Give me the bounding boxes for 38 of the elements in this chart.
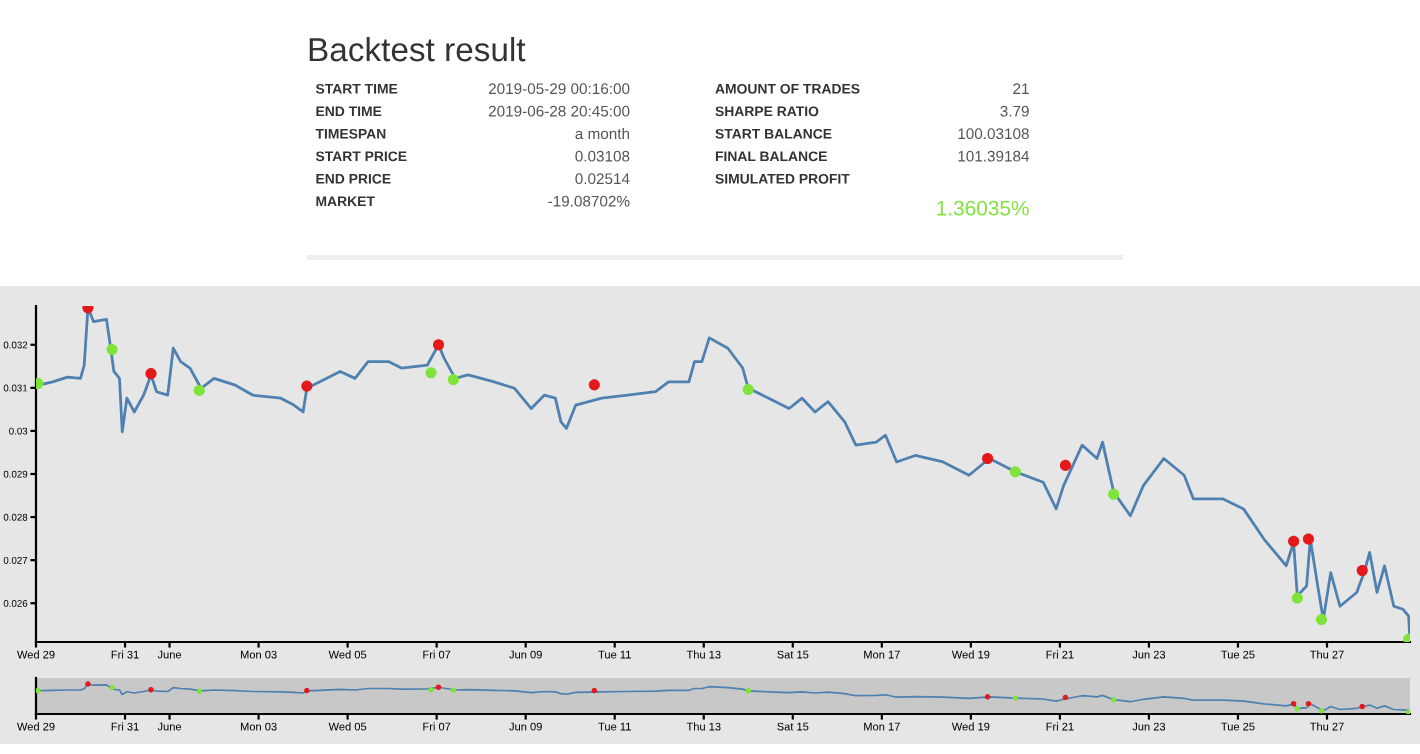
point bbox=[432, 339, 445, 351]
point bbox=[984, 694, 991, 700]
point bbox=[1059, 459, 1072, 471]
point bbox=[109, 684, 115, 691]
point bbox=[1305, 701, 1312, 707]
point bbox=[1108, 488, 1120, 500]
point bbox=[1359, 703, 1366, 710]
point bbox=[1294, 706, 1301, 712]
point bbox=[301, 380, 313, 392]
point bbox=[1288, 535, 1300, 547]
point bbox=[450, 687, 457, 693]
point bbox=[1318, 707, 1325, 714]
point bbox=[435, 684, 442, 691]
point bbox=[1302, 533, 1314, 545]
point bbox=[148, 686, 154, 693]
point bbox=[1110, 697, 1117, 703]
point bbox=[1356, 564, 1368, 577]
point bbox=[982, 452, 994, 465]
text: 1.36035% bbox=[937, 200, 1029, 216]
point bbox=[106, 343, 118, 356]
point bbox=[745, 688, 752, 694]
point bbox=[1290, 701, 1297, 707]
point bbox=[742, 384, 754, 396]
point bbox=[1012, 695, 1019, 701]
point bbox=[85, 681, 91, 687]
point bbox=[588, 379, 600, 391]
point bbox=[425, 367, 437, 379]
point bbox=[447, 374, 459, 386]
point bbox=[193, 384, 205, 396]
point bbox=[304, 687, 310, 694]
point bbox=[428, 686, 434, 693]
point bbox=[1291, 592, 1303, 604]
point bbox=[1009, 466, 1021, 478]
text: Backtest result bbox=[309, 36, 526, 62]
point bbox=[145, 368, 157, 380]
point bbox=[1315, 614, 1327, 626]
point bbox=[591, 687, 598, 694]
point bbox=[196, 688, 203, 694]
